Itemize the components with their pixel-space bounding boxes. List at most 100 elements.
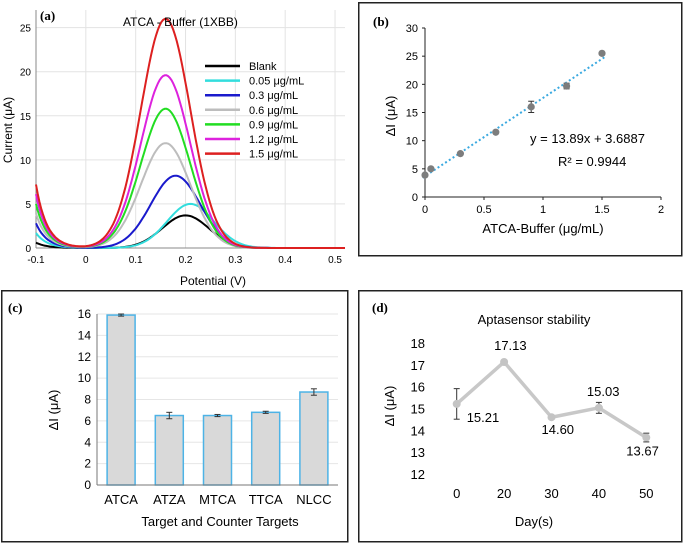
- panel-c-frame: [1, 290, 349, 543]
- panel-d-xlabel: Day(s): [515, 514, 553, 529]
- panel-c-bar: [250, 411, 281, 486]
- panel-d-ytick-label: 12: [411, 467, 425, 482]
- panel-b-xtick-label: 0: [422, 204, 428, 216]
- panel-c-bars: [106, 313, 329, 486]
- panel-d-data-point: [500, 357, 509, 366]
- panel-b-r2: R² = 0.9944: [558, 154, 626, 169]
- panel-a-xlabel: Potential (V): [180, 274, 246, 288]
- panel-a-grid: [35, 10, 345, 248]
- panel-b-data-point: [456, 150, 464, 158]
- panel-b-axes: 0 5 10 15 20 25 30 0 0.5 1 1.5 2: [406, 23, 664, 216]
- panel-a-ytick-label: 25: [20, 24, 32, 35]
- panel-b-data-point: [527, 103, 535, 111]
- panel-d-data-label: 15.03: [587, 384, 620, 399]
- panel-a-legend-label: 0.3 μg/mL: [249, 90, 298, 102]
- panel-b-xtick-label: 1.5: [594, 204, 609, 216]
- panel-c-ytick-label: 16: [78, 307, 92, 321]
- panel-a-ytick-label: 15: [20, 112, 32, 123]
- panel-c-ytick-label: 8: [84, 393, 91, 407]
- panel-d-data-label: 14.60: [542, 422, 575, 437]
- panel-d-ytick-label: 14: [411, 423, 425, 438]
- panel-d-tag: (d): [372, 300, 388, 315]
- panel-b-data-point: [427, 165, 435, 173]
- panel-b-ytick-label: 0: [412, 192, 418, 204]
- panel-b-xtick-label: 1: [540, 204, 546, 216]
- panel-d-xtick-label: 50: [639, 486, 653, 501]
- panel-b-tag: (b): [373, 14, 389, 29]
- panel-b-fit-line: [422, 55, 607, 179]
- panel-a-legend-label: 0.05 μg/mL: [249, 76, 304, 88]
- panel-c-bar: [299, 391, 329, 486]
- panel-d-data-point: [642, 433, 651, 442]
- panel-d-ytick-label: 13: [411, 445, 425, 460]
- panel-a-ytick-label: 20: [20, 68, 32, 79]
- panel-c-ytick-label: 2: [84, 457, 91, 471]
- panel-d-xtick-label: 30: [544, 486, 558, 501]
- panel-a-ytick-label: 5: [25, 200, 31, 211]
- panel-a-xtick-label: 0.3: [228, 255, 242, 266]
- panel-a-ytick-label: 0: [25, 244, 31, 255]
- panel-a-title: ATCA - Buffer (1XBB): [123, 15, 238, 29]
- panel-c-category-label: TTCA: [249, 492, 283, 507]
- panel-b-ytick-label: 20: [406, 79, 418, 91]
- panel-a-xtick-label: 0.1: [129, 255, 143, 266]
- panel-d-title: Aptasensor stability: [478, 312, 591, 327]
- panel-d-data-label: 13.67: [626, 444, 659, 459]
- panel-d-ytick-label: 15: [411, 402, 425, 417]
- panel-a-ylabel: Current (μA): [1, 97, 15, 163]
- panel-a-series-curve: [35, 202, 345, 249]
- panel-a-xtick-label: 0.2: [179, 255, 193, 266]
- panel-c-category-label: ATZA: [153, 492, 186, 507]
- panel-c-tag: (c): [8, 300, 22, 315]
- panel-d-data-label: 15.21: [467, 410, 500, 425]
- panel-c-ytick-label: 4: [84, 435, 91, 449]
- panel-c-grid: [97, 313, 338, 465]
- panel-c: 0 2 4 6 8 10 12 14 16 ATCA ATZA MTCA TTCA NLCC (c) Ta…: [1, 290, 349, 543]
- panel-a-tag: (a): [40, 8, 55, 23]
- panel-b-ytick-label: 30: [406, 23, 418, 35]
- panel-d-ytick-label: 18: [411, 336, 425, 351]
- panel-a-xtick-label: 0.5: [328, 255, 342, 266]
- panel-a-series-curve: [35, 107, 345, 249]
- panel-d-data-point: [452, 399, 461, 408]
- panel-d-xtick-label: 20: [497, 486, 511, 501]
- panel-b-xtick-label: 2: [658, 204, 664, 216]
- panel-c-bar: [154, 414, 185, 486]
- panel-c-ytick-label: 10: [78, 371, 92, 385]
- panel-c-category-label: NLCC: [296, 492, 331, 507]
- panel-c-ytick-label: 12: [78, 350, 92, 364]
- panel-b-xlabel: ATCA-Buffer (μg/mL): [482, 221, 603, 236]
- panel-b-equation: y = 13.89x + 3.6887: [530, 131, 645, 146]
- panel-c-category-label: MTCA: [199, 492, 236, 507]
- panel-b-data-point: [563, 82, 571, 90]
- panel-d-ylabel: ΔI (μA): [382, 386, 397, 427]
- panel-d-xtick-label: 40: [592, 486, 606, 501]
- panel-a-series-curve: [35, 214, 345, 249]
- panel-a-curves: [35, 17, 345, 249]
- panel-b-ylabel: ΔI (μA): [383, 96, 398, 137]
- panel-a-legend-label: 1.2 μg/mL: [249, 134, 298, 146]
- panel-d-data-point: [594, 403, 603, 412]
- panel-b-data-point: [492, 128, 500, 136]
- panel-c-category-label: ATCA: [104, 492, 138, 507]
- panel-c-xlabel: Target and Counter Targets: [141, 514, 299, 529]
- panel-d-ytick-label: 17: [411, 358, 425, 373]
- panel-d-xtick-label: 0: [453, 486, 460, 501]
- panel-b-ytick-label: 5: [412, 164, 418, 176]
- panel-c-bar: [106, 314, 136, 486]
- panel-b-ytick-label: 25: [406, 51, 418, 63]
- panel-c-ytick-label: 0: [84, 478, 91, 492]
- panel-a-xtick-label: 0.4: [278, 255, 292, 266]
- panel-d-frame: [358, 290, 683, 543]
- panel-c-axes: 0 2 4 6 8 10 12 14 16 ATCA ATZA MTCA TTCA NLCC: [78, 307, 338, 507]
- panel-b-data-point: [598, 49, 606, 57]
- panel-d-ytick-label: 16: [411, 380, 425, 395]
- panel-b-xtick-label: 0.5: [476, 204, 491, 216]
- panel-c-ytick-label: 6: [84, 414, 91, 428]
- panel-c-bar: [202, 414, 233, 486]
- panel-a-ytick-label: 10: [20, 156, 32, 167]
- panel-a-legend-label: 0.9 μg/mL: [249, 119, 298, 131]
- panel-c-ytick-label: 14: [78, 328, 92, 342]
- panel-b-ytick-label: 15: [406, 108, 418, 120]
